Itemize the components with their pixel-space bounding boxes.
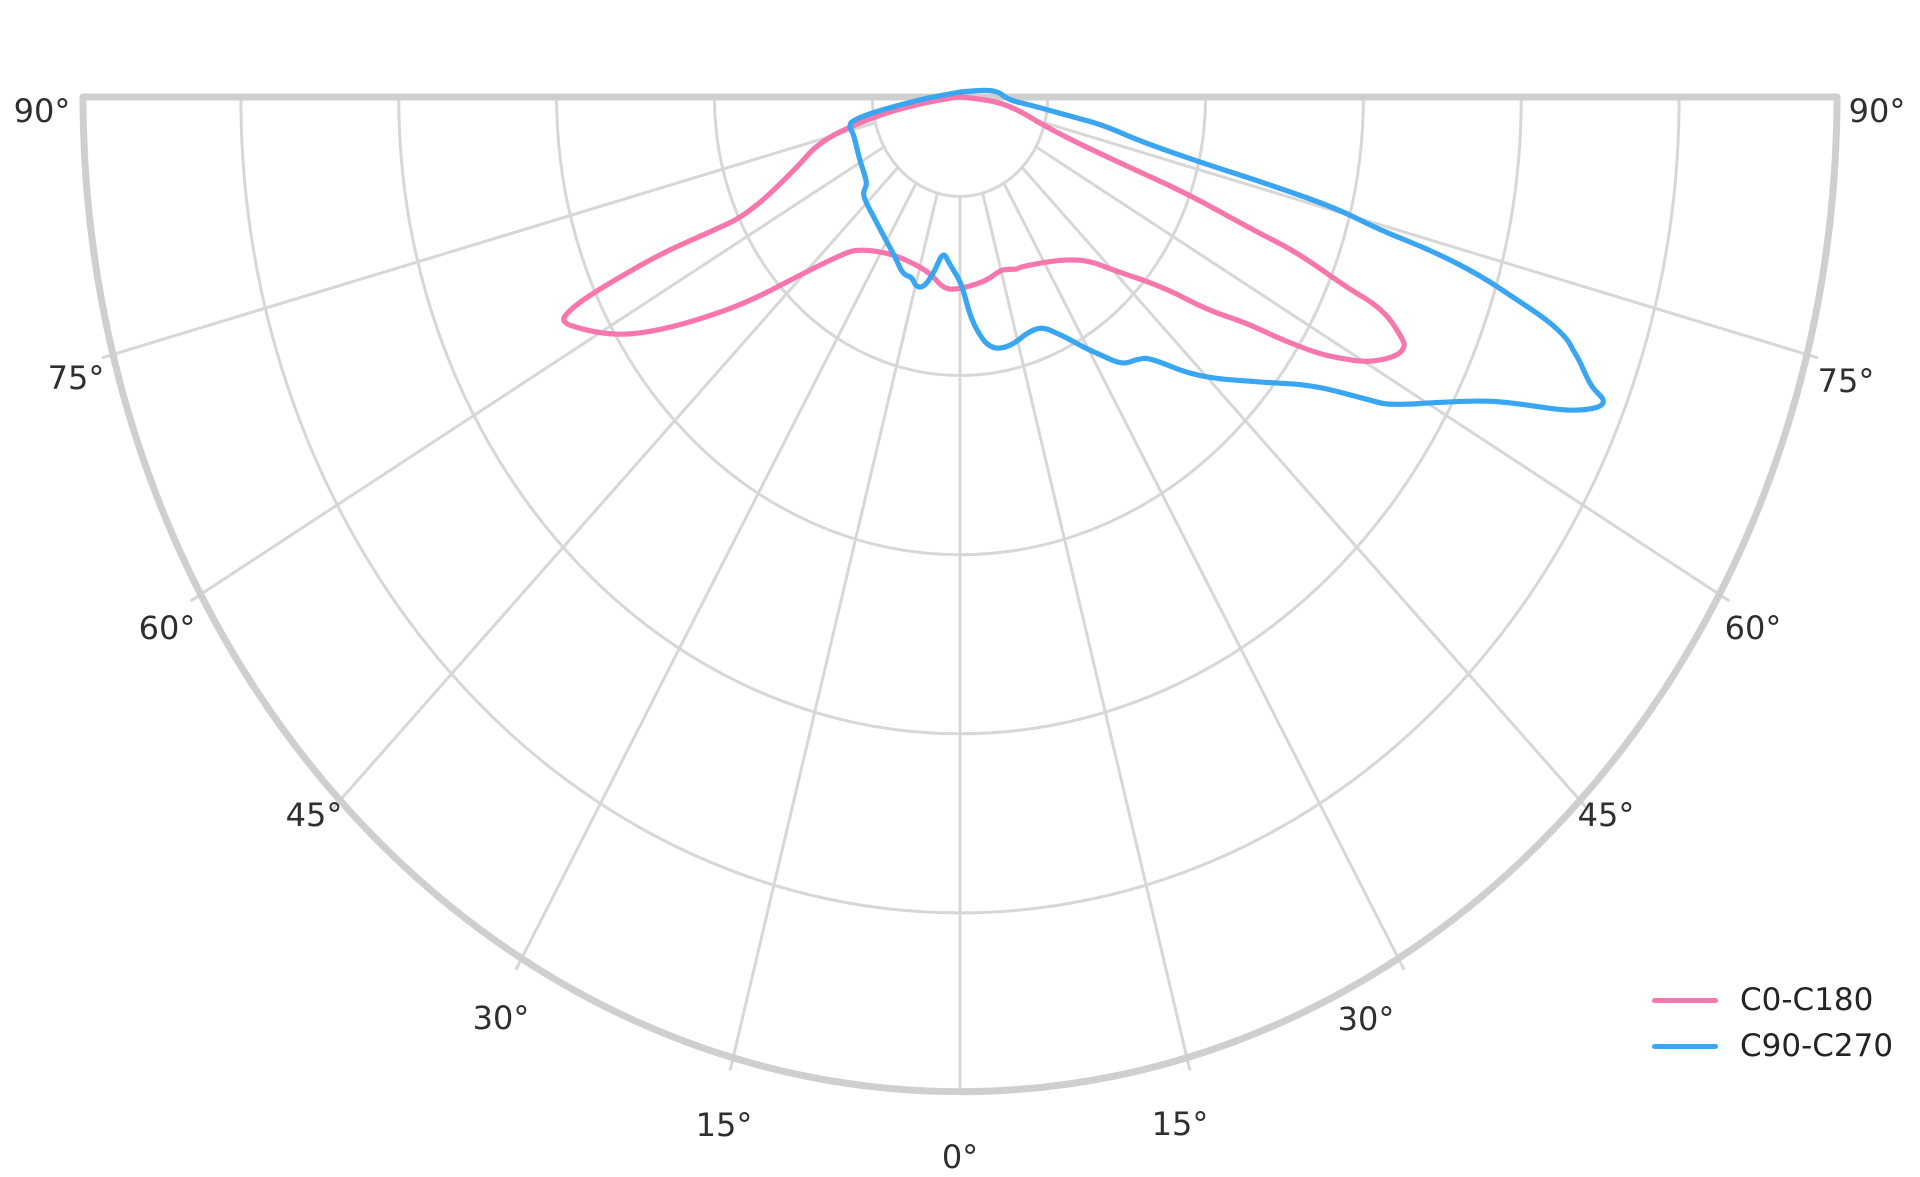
c90-c270-curve bbox=[847, 87, 1606, 413]
angle-tick-label-left-90: 90° bbox=[13, 92, 71, 130]
angle-spoke--75deg bbox=[101, 121, 876, 360]
angle-spoke-75deg bbox=[1044, 121, 1819, 360]
angle-tick-label-right-15: 15° bbox=[1151, 1105, 1209, 1143]
angle-tick-label-left-15: 15° bbox=[695, 1106, 753, 1144]
angle-tick-label-right-60: 60° bbox=[1724, 609, 1782, 647]
angle-spoke--60deg bbox=[189, 145, 885, 603]
angle-tick-label-right-90: 90° bbox=[1848, 92, 1906, 130]
angle-spoke-30deg bbox=[1002, 182, 1406, 971]
angle-spoke-45deg bbox=[1020, 166, 1590, 811]
angle-tick-label-left-75: 75° bbox=[47, 359, 105, 397]
legend-label-c0-c180: C0-C180 bbox=[1740, 982, 1874, 1018]
angle-tick-label-right-75: 75° bbox=[1817, 362, 1875, 400]
angle-tick-label-right-45: 45° bbox=[1577, 796, 1635, 834]
angle-tick-label-left-30: 30° bbox=[472, 999, 530, 1037]
legend-item-c90-c270: C90-C270 bbox=[1652, 1030, 1893, 1063]
legend-item-c0-c180: C0-C180 bbox=[1652, 984, 1893, 1017]
angle-tick-label-left-45: 45° bbox=[285, 796, 343, 834]
legend-label-c90-c270: C90-C270 bbox=[1740, 1028, 1894, 1064]
c0-c180-line-swatch bbox=[1652, 998, 1718, 1003]
angle-spoke-60deg bbox=[1035, 145, 1731, 603]
angle-spoke--15deg bbox=[728, 192, 939, 1071]
angle-tick-label-left-60: 60° bbox=[138, 609, 196, 647]
chart-legend: C0-C180 C90-C270 bbox=[1652, 984, 1893, 1063]
c0-c180-curve bbox=[561, 94, 1407, 364]
angle-tick-label-bottom-0: 0° bbox=[941, 1138, 979, 1176]
angle-tick-label-right-30: 30° bbox=[1337, 1000, 1395, 1038]
angle-spoke--30deg bbox=[514, 182, 918, 971]
c90-c270-line-swatch bbox=[1652, 1044, 1718, 1049]
rim-outer-arc bbox=[79, 93, 1841, 1096]
